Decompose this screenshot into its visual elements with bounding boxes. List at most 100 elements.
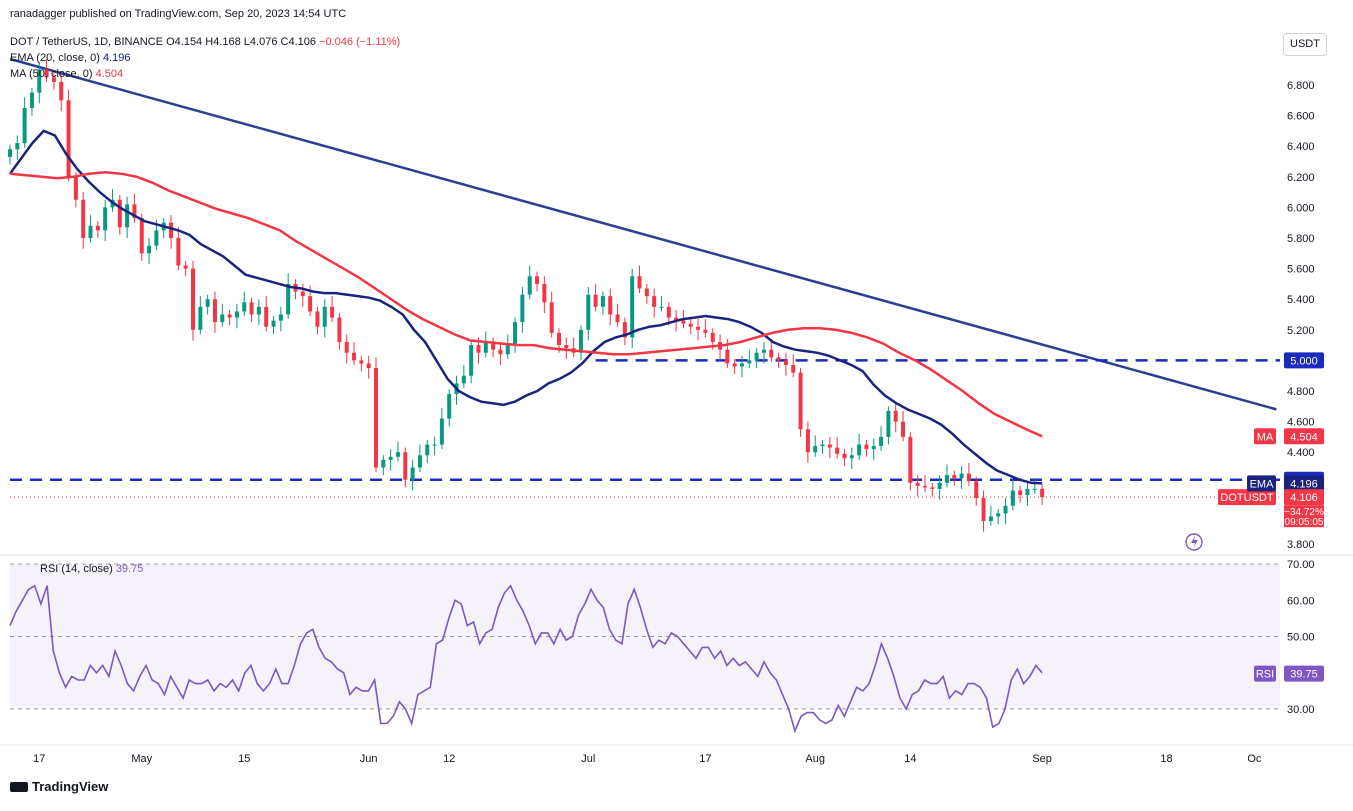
ema-legend[interactable]: EMA (20, close, 0) 4.196 xyxy=(10,52,130,64)
candle-body xyxy=(937,482,942,489)
time-tick-label: 12 xyxy=(443,753,455,765)
candle-body xyxy=(81,199,86,238)
candle-body xyxy=(322,306,327,327)
price-tick-label: 4.600 xyxy=(1287,417,1315,429)
candle-body xyxy=(491,342,496,350)
candle-body xyxy=(893,410,898,422)
candle-body xyxy=(930,487,935,489)
candle-body xyxy=(798,372,803,430)
candle-body xyxy=(988,516,993,522)
tradingview-logo-text: TradingView xyxy=(32,779,109,795)
candle-body xyxy=(637,276,642,289)
candle-body xyxy=(959,473,964,479)
publisher-line: ranadagger published on TradingView.com,… xyxy=(10,8,347,20)
time-tick-label: 14 xyxy=(904,753,916,765)
candle-body xyxy=(630,276,635,338)
rsi-legend-value: 39.75 xyxy=(115,563,144,575)
price-tick-label: 6.000 xyxy=(1287,202,1315,214)
price-badge-text: 4.504 xyxy=(1290,431,1318,443)
candle-body xyxy=(249,302,254,315)
rsi-tick-label: 30.00 xyxy=(1287,704,1315,716)
price-badge-text: 4.106 xyxy=(1290,492,1318,504)
candle-body xyxy=(29,92,34,108)
candle-body xyxy=(1040,488,1045,498)
candle-body xyxy=(410,467,415,480)
candle-body xyxy=(644,288,649,297)
candle-body xyxy=(1003,505,1008,514)
price-tick-label: 6.600 xyxy=(1287,111,1315,123)
currency-button[interactable]: USDT xyxy=(1283,33,1327,56)
candle-body xyxy=(703,329,708,333)
candle-body xyxy=(439,418,444,445)
ohlc-open: O4.154 xyxy=(166,36,203,48)
candle-body xyxy=(37,69,42,93)
series-label-text: MA xyxy=(1257,431,1274,443)
tradingview-logo[interactable]: TradingView xyxy=(10,778,108,794)
candle-body xyxy=(857,444,862,456)
price-tick-label: 6.200 xyxy=(1287,172,1315,184)
price-badge xyxy=(1284,352,1324,369)
rsi-legend[interactable]: RSI (14, close) 39.75 xyxy=(40,563,143,575)
candle-body xyxy=(395,452,400,457)
candle-body xyxy=(117,199,122,228)
price-tick-label: 6.800 xyxy=(1287,80,1315,92)
time-axis: 17 May 15 Jun 12 Jul 17 Aug 14 Sep 18 Oc xyxy=(33,753,1262,765)
time-tick-label: 18 xyxy=(1160,753,1172,765)
candle-body xyxy=(22,107,27,144)
candle-body xyxy=(659,306,664,308)
candle-body xyxy=(520,294,525,323)
candle-body xyxy=(132,204,137,219)
candle-body xyxy=(315,311,320,327)
candle-body xyxy=(198,306,203,330)
series-label-text: DOTUSDT xyxy=(1220,492,1273,504)
alert-icon xyxy=(1185,533,1203,551)
price-tick-label: 4.800 xyxy=(1287,386,1315,398)
candle-body xyxy=(879,436,884,447)
candle-body xyxy=(388,456,393,460)
candle-body xyxy=(593,294,598,307)
ma-legend[interactable]: MA (50, close, 0) 4.504 xyxy=(10,68,123,80)
candle-body xyxy=(974,481,979,499)
candle-body xyxy=(835,447,840,454)
candle-body xyxy=(483,342,488,353)
candle-body xyxy=(300,291,305,297)
candle-body xyxy=(147,245,152,254)
symbol-name[interactable]: DOT / TetherUS, 1D, BINANCE xyxy=(10,36,164,48)
candle-body xyxy=(849,455,854,459)
candle-body xyxy=(696,326,701,330)
time-tick-label: Jun xyxy=(360,753,378,765)
descending-trendline xyxy=(9,57,1277,411)
ema-line xyxy=(8,129,1043,485)
candle-body xyxy=(461,375,466,384)
time-tick-label: Jul xyxy=(581,753,595,765)
candle-body xyxy=(242,302,247,312)
candle-body xyxy=(981,498,986,522)
candle-body xyxy=(944,475,949,483)
candle-body xyxy=(337,317,342,343)
countdown-pct: −34.72% xyxy=(1284,507,1324,518)
time-tick-label: Sep xyxy=(1032,753,1052,765)
candle-body xyxy=(688,323,693,327)
candle-body xyxy=(923,485,927,488)
rsi-badge xyxy=(1284,665,1324,682)
series-label xyxy=(1254,428,1276,445)
candle-body xyxy=(176,238,181,266)
candle-body xyxy=(95,225,100,231)
candle-body xyxy=(1032,488,1037,490)
tradingview-logo-icon xyxy=(10,781,28,792)
candle-body xyxy=(527,276,532,295)
candle-body xyxy=(600,296,605,307)
candle-body xyxy=(542,283,547,303)
price-tick-label: 5.200 xyxy=(1287,325,1315,337)
candle-body xyxy=(183,265,188,269)
candle-body xyxy=(608,296,613,315)
candle-body xyxy=(44,69,49,78)
candle-body xyxy=(952,475,957,479)
candle-body xyxy=(125,204,130,228)
candle-body xyxy=(791,364,796,373)
candle-body xyxy=(710,332,715,343)
ma-line xyxy=(9,170,1043,438)
candle-body xyxy=(535,276,540,284)
candle-body xyxy=(352,352,357,361)
